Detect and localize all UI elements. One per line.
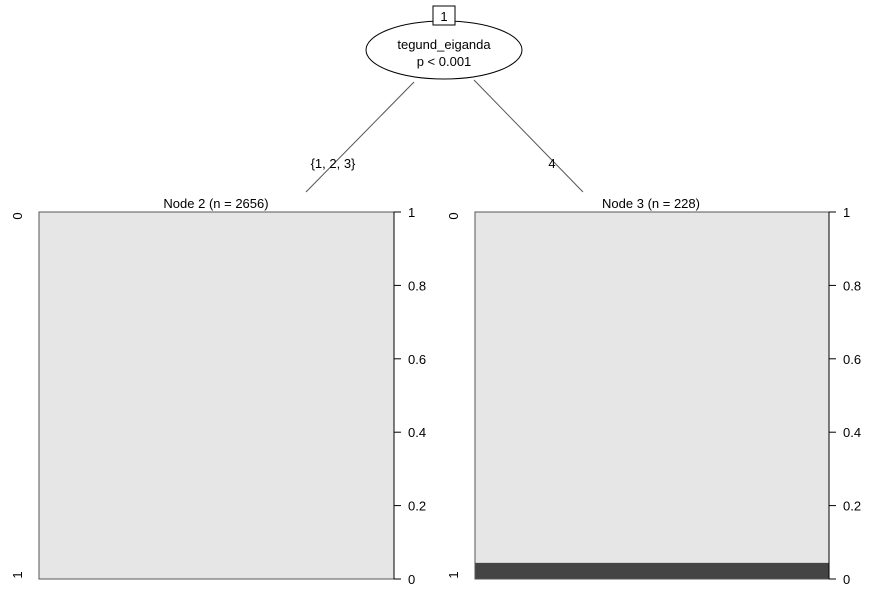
node-3-axis-tick-label: 0 [843,572,850,587]
edge-left-label: {1, 2, 3} [311,156,356,171]
node-3-title: Node 3 (n = 228) [602,196,700,211]
node-3-category-0-label: 0 [446,212,461,219]
node-2-axis-tick-label: 0.8 [408,278,426,293]
root-variable: tegund_eiganda [397,37,491,52]
node-2-axis-tick-label: 1 [408,205,415,220]
node-3-category-1-label: 1 [446,571,461,578]
node-3-bar-category-1 [475,562,829,579]
root-pvalue: p < 0.001 [417,54,472,69]
node-2-category-1-label: 1 [10,571,25,578]
node-3-axis-tick-label: 0.8 [843,278,861,293]
edge-right-label: 4 [548,156,555,171]
root-id: 1 [440,9,447,24]
edge-left [305,81,415,193]
edge-right [473,79,584,193]
node-2-title: Node 2 (n = 2656) [163,196,268,211]
node-3-bar-category-0 [475,212,829,563]
root-node: 1 tegund_eiganda p < 0.001 [365,5,523,80]
node-2-axis-tick-label: 0.2 [408,499,426,514]
node-3-right-axis: 1 0.8 0.6 0.4 0.2 0 [828,205,861,587]
node-2-bar-category-0 [39,212,394,579]
node-2-category-0-label: 0 [10,212,25,219]
node-3-axis-tick-label: 0.4 [843,425,861,440]
node-2-right-axis: 1 0.8 0.6 0.4 0.2 0 [393,205,426,587]
node-2-axis-tick-label: 0.6 [408,352,426,367]
node-3-axis-tick-label: 1 [843,205,850,220]
terminal-node-3: Node 3 (n = 228) 0 1 1 0.8 0.6 0.4 0.2 0 [446,196,861,587]
node-3-axis-tick-label: 0.6 [843,352,861,367]
node-2-axis-tick-label: 0.4 [408,425,426,440]
node-3-axis-tick-label: 0.2 [843,499,861,514]
root-id-box [432,5,456,26]
terminal-node-2: Node 2 (n = 2656) 0 1 1 0.8 0.6 0.4 0.2 0 [10,196,426,587]
node-2-axis-tick-label: 0 [408,572,415,587]
